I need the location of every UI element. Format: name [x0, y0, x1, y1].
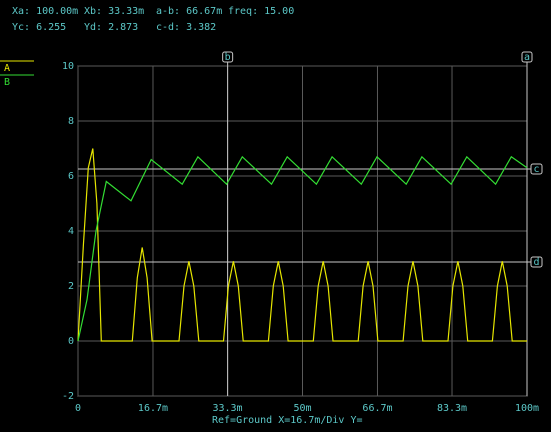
- y-tick-label: 6: [68, 171, 74, 182]
- cursor-tag: [530, 256, 543, 268]
- readout-label: freq:: [228, 6, 258, 17]
- x-tick-label: 16.7m: [138, 403, 168, 414]
- x-tick-label: 50m: [293, 403, 311, 414]
- legend-label: A: [4, 63, 10, 74]
- cursor-tag: [521, 51, 533, 63]
- readout-value: 33.33m: [108, 6, 144, 17]
- series-line: [77, 148, 527, 342]
- cursor-label: d: [533, 257, 539, 268]
- x-tick-label: 66.7m: [362, 403, 392, 414]
- y-tick-label: 0: [68, 336, 74, 347]
- readout-value: 15.00: [264, 6, 294, 17]
- readout-label: a-b:: [156, 6, 180, 17]
- readout-label: Yd:: [84, 22, 102, 33]
- y-tick-label: 2: [68, 281, 74, 292]
- cursor-label: c: [533, 164, 539, 175]
- y-tick-label: 10: [62, 61, 74, 72]
- x-tick-label: 0: [75, 403, 81, 414]
- y-tick-label: 4: [68, 226, 74, 237]
- x-tick-label: 83.3m: [437, 403, 467, 414]
- x-tick-label: 100m: [515, 403, 539, 414]
- x-tick-label: 33.3m: [212, 403, 242, 414]
- cursor-tag: [530, 163, 543, 175]
- readout-label: c-d:: [156, 22, 180, 33]
- readout-label: Xb:: [84, 6, 102, 17]
- footer: Ref=Ground X=16.7m/Div Y=: [212, 415, 363, 426]
- readout-label: Yc:: [12, 22, 30, 33]
- y-tick-label: -2: [62, 391, 74, 402]
- series-line: [77, 155, 528, 342]
- cursor-label: b: [225, 52, 231, 63]
- readout-value: 3.382: [186, 22, 216, 33]
- cursor-tag: [222, 51, 234, 63]
- legend-label: B: [4, 77, 10, 88]
- cursor-label: a: [524, 52, 530, 63]
- y-tick-label: 8: [68, 116, 74, 127]
- readout-label: Xa:: [12, 6, 30, 17]
- readout-value: 100.00m: [36, 6, 78, 17]
- readout-value: 2.873: [108, 22, 138, 33]
- readout-value: 66.67m: [186, 6, 222, 17]
- readout-value: 6.255: [36, 22, 66, 33]
